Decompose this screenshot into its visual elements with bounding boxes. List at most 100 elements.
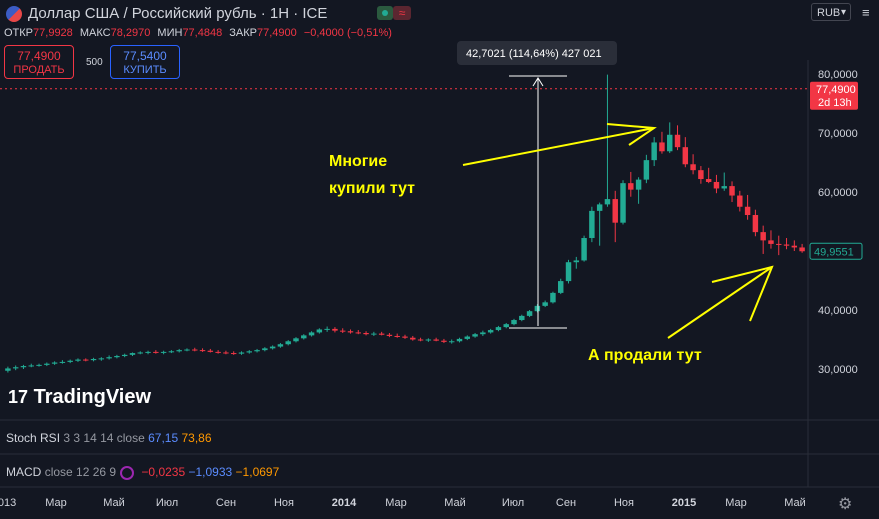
change-value: −0,4000 (−0,51%) [303,27,392,39]
candle-body [192,349,198,351]
macd-value-2: −1,0933 [188,465,233,479]
open-label: ОТКР [4,27,34,39]
candle-body [168,351,175,353]
candle [674,125,681,151]
candle-body [472,334,478,337]
candle-body [269,346,276,349]
candle [293,337,299,343]
buy-price: 77,5400 [123,49,167,63]
last-price-badge [810,81,858,110]
candle-body [783,244,790,246]
candle [223,350,229,355]
currency-select[interactable]: RUB [811,3,851,22]
x-tick-label: Июл [156,497,178,509]
chart-header: Доллар США / Российский рубль · 1H · ICE… [0,0,860,26]
candle [495,325,502,332]
stoch-params: 3 3 14 14 close [63,431,145,445]
tradingview-logo: 17 TradingView [8,386,151,409]
candle [59,360,66,364]
menu-icon[interactable]: ≡ [862,5,870,20]
candle [604,74,611,207]
sell-price: 77,4900 [17,49,61,63]
annotation-bought-line1: Многие [329,153,387,170]
macd-legend[interactable]: MACD close 12 26 9 −0,0235 −1,0933 −1,06… [6,465,279,480]
candle-body [791,245,798,248]
candle-body [254,350,260,352]
candle [776,235,782,256]
axes: 30,000040,000050,000060,000070,000080,00… [0,69,863,509]
candle-body [246,351,252,353]
candle [339,328,346,334]
grid [0,60,879,488]
price-label-box [809,242,863,260]
candle-body [799,247,805,252]
open-value: 77,9928 [33,27,73,39]
macd-value-1: −0,0235 [141,465,186,479]
market-status-icon[interactable] [377,6,393,20]
candle-body [308,332,315,336]
candle [783,238,790,250]
stoch-name: Stoch RSI [6,431,61,445]
high-value: 78,2970 [110,27,151,39]
macd-style-icon[interactable] [120,465,135,480]
candle-body [160,351,167,353]
candle [28,363,34,368]
close-value: 77,4900 [257,27,297,39]
candle [558,278,564,295]
candle [394,333,400,338]
candle [425,338,432,342]
candle [192,347,198,352]
symbol-title[interactable]: Доллар США / Российский рубль · 1H · ICE [28,5,328,22]
candle [417,337,424,342]
candle [410,335,416,341]
candle-body [464,336,471,339]
candle-body [153,351,159,353]
x-tick-label: Ноя [274,497,294,509]
candle-body [441,340,447,342]
candle-body [635,179,642,190]
annotation-arrow-bottom [667,266,773,339]
candle [160,350,167,355]
settings-gear-icon[interactable]: ⚙ [838,496,853,513]
candle-body [44,363,50,365]
candle-body [36,364,42,366]
candle [308,331,315,337]
wave-icon[interactable]: ≈ [393,6,411,20]
candle [620,180,626,225]
candle-body [417,339,424,341]
candle [667,122,673,154]
candle-body [83,359,89,361]
candle-body [394,335,400,337]
candle-body [565,262,572,282]
candle-body [589,210,595,239]
candle [659,131,665,154]
candle-body [386,334,393,336]
candle [90,357,97,362]
candle-body [456,338,463,342]
candle-body [12,367,19,369]
quantity-value[interactable]: 500 [86,57,103,68]
sell-button[interactable]: 77,4900 ПРОДАТЬ [4,45,74,79]
buy-button[interactable]: 77,5400 КУПИТЬ [110,45,180,79]
candle [768,230,774,249]
candle-body [324,328,330,330]
stoch-rsi-legend[interactable]: Stoch RSI 3 3 14 14 close 67,15 73,86 [6,431,212,445]
candle [744,194,751,220]
candle-body [67,360,73,362]
candle [176,348,182,353]
candle-body [316,329,323,333]
x-tick-label: Ноя [614,497,634,509]
candle-body [410,337,416,340]
candle-body [285,341,291,345]
candle [215,350,221,354]
candle-body [690,164,696,171]
annotation-bought-line2: купили тут [329,180,415,197]
candle [184,348,190,352]
candle [36,363,42,367]
candle-body [28,365,34,367]
candle-body [277,344,284,347]
annotation-arrowhead-top [606,123,657,146]
candle [519,314,525,322]
candle [137,351,143,355]
